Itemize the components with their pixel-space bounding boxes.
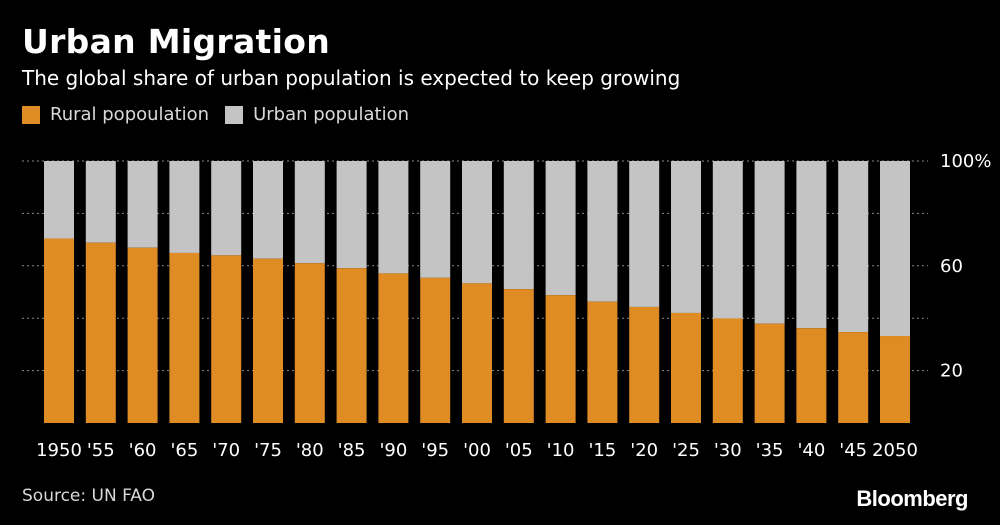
bar-urban-15	[671, 161, 701, 313]
bar-rural-12	[545, 295, 576, 423]
x-tick-label-18: '40	[797, 440, 825, 461]
bar-rural-4	[211, 255, 242, 423]
bar-urban-20	[880, 161, 910, 337]
bar-rural-2	[127, 247, 158, 423]
x-tick-label-12: '10	[547, 440, 575, 461]
x-tick-label-2: '60	[129, 440, 157, 461]
x-tick-label-14: '20	[630, 440, 658, 461]
x-tick-label-11: '05	[505, 440, 533, 461]
x-tick-label-16: '30	[714, 440, 742, 461]
bar-rural-14	[629, 306, 660, 423]
bar-urban-5	[253, 161, 283, 259]
bar-rural-11	[503, 289, 534, 423]
bar-urban-17	[754, 161, 785, 324]
bar-urban-6	[294, 161, 325, 264]
legend-swatch-urban	[225, 105, 244, 124]
bar-rural-15	[671, 312, 701, 423]
bar-urban-12	[545, 161, 576, 296]
bar-urban-18	[796, 161, 827, 329]
bar-rural-7	[336, 268, 367, 423]
bar-urban-4	[211, 161, 242, 256]
bar-urban-9	[420, 161, 451, 278]
y-axis-ticks: 20 60 100%	[940, 151, 991, 382]
bar-urban-14	[629, 161, 660, 307]
bars	[44, 161, 910, 423]
bar-urban-16	[712, 161, 743, 319]
x-tick-label-9: '95	[421, 440, 449, 461]
legend: Rural popoulation Urban population	[22, 104, 409, 125]
bar-urban-10	[462, 161, 492, 284]
x-tick-label-10: '00	[463, 440, 491, 461]
bar-rural-3	[169, 252, 200, 423]
bar-rural-20	[880, 336, 910, 423]
bar-rural-18	[796, 328, 827, 423]
bar-urban-1	[85, 161, 116, 243]
bar-rural-0	[44, 238, 74, 423]
bar-rural-19	[838, 332, 869, 423]
x-tick-label-7: '85	[338, 440, 366, 461]
bar-urban-7	[336, 161, 367, 269]
chart-title: Urban Migration	[22, 22, 331, 61]
x-tick-label-17: '35	[756, 440, 784, 461]
y-tick-label-100: 100%	[940, 151, 991, 172]
legend-label-rural: Rural popoulation	[50, 104, 210, 125]
stacked-bar-chart: 20 60 100% 1950'55 '60 '65 '70 '75 '80 '85 '90 '95…	[22, 151, 991, 461]
bar-rural-5	[253, 258, 283, 423]
x-tick-label-1: '55	[87, 440, 115, 461]
bar-rural-6	[294, 263, 325, 423]
x-tick-label-8: '90	[379, 440, 407, 461]
y-tick-label-60: 60	[940, 256, 963, 277]
bar-rural-16	[712, 318, 743, 423]
legend-label-urban: Urban population	[253, 104, 410, 125]
source-note: Source: UN FAO	[22, 486, 156, 506]
x-tick-label-20: 2050	[872, 440, 918, 461]
bar-rural-13	[587, 301, 618, 423]
chart-subtitle: The global share of urban population is …	[22, 66, 681, 90]
x-tick-label-0: 1950	[36, 440, 82, 461]
bar-rural-8	[378, 273, 409, 423]
x-tick-label-3: '65	[170, 440, 198, 461]
legend-swatch-rural	[22, 105, 40, 124]
y-tick-label-20: 20	[940, 361, 963, 382]
bar-urban-13	[587, 161, 618, 302]
x-tick-label-13: '15	[588, 440, 616, 461]
bar-urban-2	[127, 161, 158, 248]
bar-urban-11	[503, 161, 534, 290]
x-tick-label-6: '80	[296, 440, 324, 461]
bar-rural-1	[85, 242, 116, 423]
brand-logo: Bloomberg	[856, 486, 968, 511]
bar-urban-8	[378, 161, 409, 274]
bar-urban-19	[838, 161, 869, 333]
bar-urban-3	[169, 161, 200, 253]
x-tick-label-15: '25	[672, 440, 700, 461]
bar-rural-10	[462, 283, 492, 423]
bar-urban-0	[44, 161, 74, 239]
bar-rural-17	[754, 323, 785, 423]
x-axis-ticks: 1950'55 '60 '65 '70 '75 '80 '85 '90 '95 '00 '05 '10…	[36, 440, 918, 461]
bar-rural-9	[420, 277, 451, 423]
x-tick-label-4: '70	[212, 440, 240, 461]
legend-item-urban: Urban population	[225, 104, 409, 125]
x-tick-label-5: '75	[254, 440, 282, 461]
x-tick-label-19: '45	[839, 440, 867, 461]
legend-item-rural: Rural popoulation	[22, 104, 209, 125]
